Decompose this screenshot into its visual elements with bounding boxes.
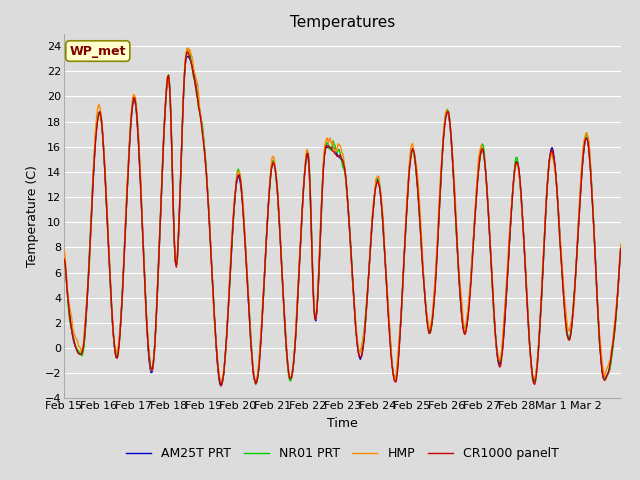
AM25T PRT [63, 284, 71, 289]
HMP [60, 247, 68, 253]
AM25T PRT [617, 243, 625, 249]
NR01 PRT [397, 313, 405, 319]
NR01 PRT [257, 338, 264, 344]
CR1000 panelT [183, 49, 191, 55]
HMP [438, 157, 445, 163]
HMP [397, 313, 405, 319]
NR01 PRT [438, 163, 445, 169]
CR1000 panelT [548, 146, 556, 152]
NR01 PRT [60, 257, 68, 263]
Legend: AM25T PRT, NR01 PRT, HMP, CR1000 panelT: AM25T PRT, NR01 PRT, HMP, CR1000 panelT [122, 442, 563, 465]
Line: CR1000 panelT: CR1000 panelT [64, 52, 621, 386]
HMP [257, 336, 264, 341]
Title: Temperatures: Temperatures [290, 15, 395, 30]
HMP [548, 153, 556, 159]
CR1000 panelT [63, 284, 71, 290]
AM25T PRT [548, 145, 556, 151]
HMP [617, 241, 625, 247]
CR1000 panelT [617, 246, 625, 252]
HMP [587, 166, 595, 172]
AM25T PRT [217, 383, 225, 388]
AM25T PRT [257, 342, 264, 348]
HMP [63, 279, 71, 285]
CR1000 panelT [587, 172, 595, 178]
Y-axis label: Temperature (C): Temperature (C) [26, 165, 39, 267]
AM25T PRT [438, 162, 445, 168]
NR01 PRT [548, 151, 556, 157]
CR1000 panelT [60, 256, 68, 262]
NR01 PRT [184, 45, 192, 51]
Line: AM25T PRT: AM25T PRT [64, 56, 621, 385]
AM25T PRT [60, 257, 68, 263]
CR1000 panelT [397, 315, 405, 321]
NR01 PRT [617, 245, 625, 251]
CR1000 panelT [438, 162, 445, 168]
AM25T PRT [397, 316, 405, 322]
NR01 PRT [63, 285, 71, 290]
NR01 PRT [252, 382, 260, 387]
AM25T PRT [587, 170, 595, 176]
HMP [217, 380, 225, 385]
X-axis label: Time: Time [327, 417, 358, 430]
CR1000 panelT [217, 383, 225, 389]
AM25T PRT [183, 53, 191, 59]
Text: WP_met: WP_met [70, 45, 126, 58]
Line: NR01 PRT: NR01 PRT [64, 48, 621, 384]
NR01 PRT [587, 167, 595, 172]
Line: HMP: HMP [64, 48, 621, 383]
CR1000 panelT [257, 343, 264, 348]
HMP [183, 46, 191, 51]
